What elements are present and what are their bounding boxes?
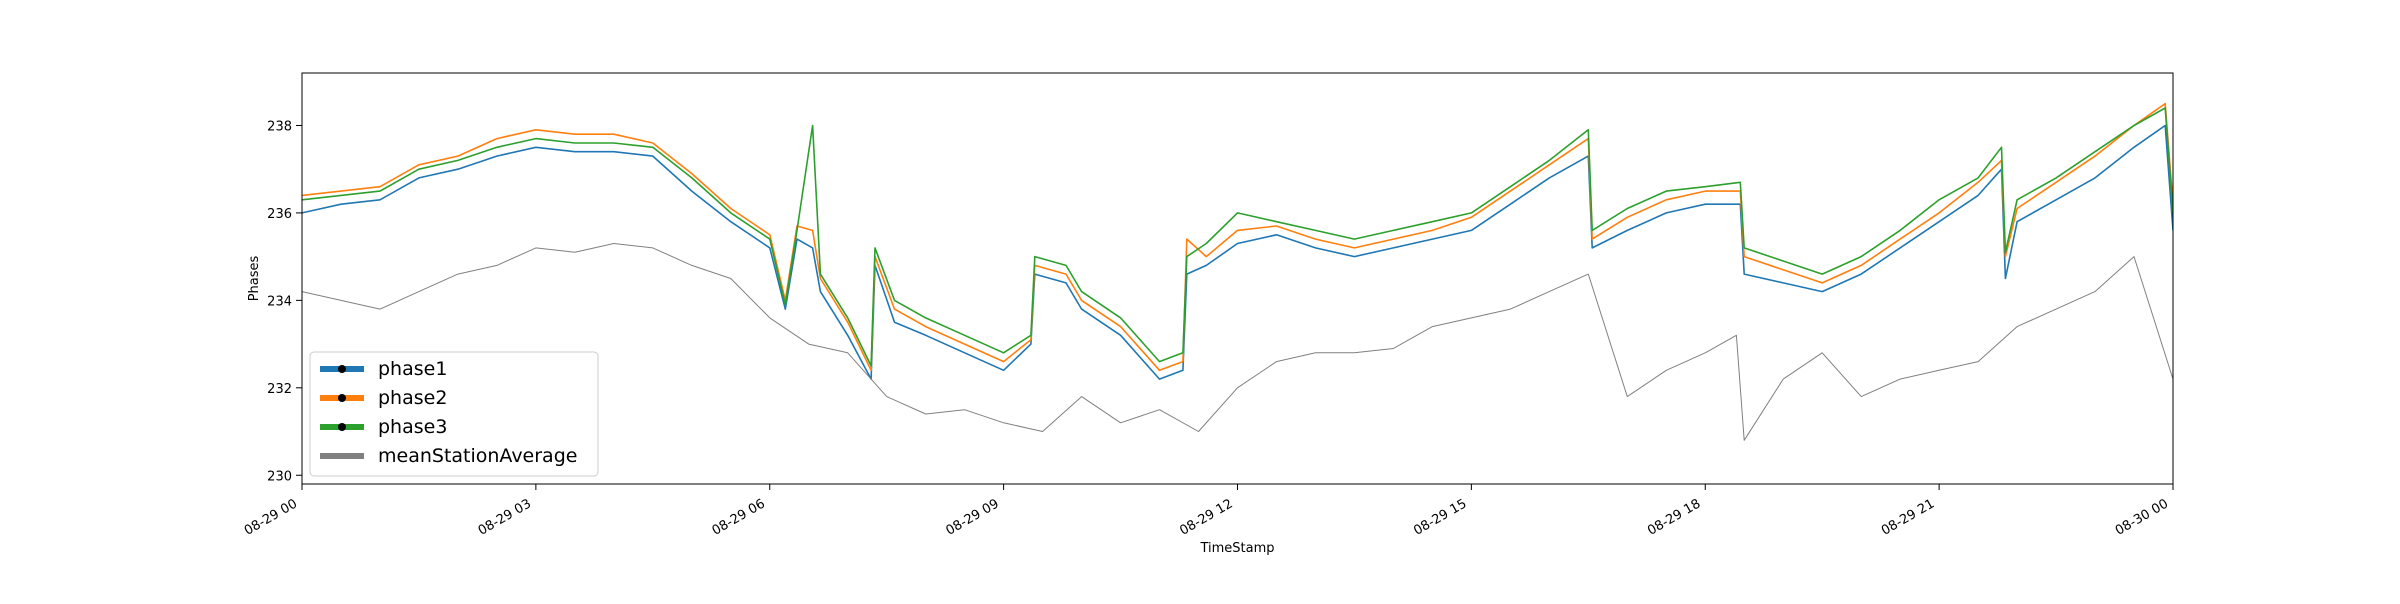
x-tick-label: 08-29 03 — [476, 496, 534, 538]
y-tick-label: 236 — [267, 207, 292, 222]
series-line-phase3 — [302, 107, 2173, 367]
x-tick-label: 08-29 12 — [1177, 496, 1235, 538]
y-tick-label: 238 — [267, 119, 292, 134]
x-tick-label: 08-29 18 — [1645, 496, 1703, 538]
series-line-phase2 — [302, 102, 2173, 372]
legend-marker — [338, 394, 346, 402]
legend-marker — [338, 423, 346, 431]
x-tick-label: 08-29 21 — [1879, 496, 1937, 538]
legend-label: meanStationAverage — [378, 445, 577, 467]
legend-marker — [338, 365, 346, 373]
x-tick-label: 08-30 00 — [2113, 496, 2171, 538]
y-axis: 230 232 234 236 238 — [267, 119, 302, 484]
legend-box — [309, 351, 599, 477]
x-axis-label: TimeStamp — [1199, 541, 1274, 556]
series-layer — [302, 102, 2173, 441]
series-line-meanStationAverage — [302, 243, 2173, 441]
x-tick-label: 08-29 00 — [242, 496, 300, 538]
y-axis-label: Phases — [247, 255, 262, 301]
x-tick-label: 08-29 09 — [944, 496, 1002, 538]
y-tick-label: 232 — [267, 382, 292, 397]
x-axis: 08-29 00 08-29 03 08-29 06 08-29 09 08-29 12… — [242, 484, 2174, 539]
x-tick-label: 08-29 15 — [1411, 496, 1469, 538]
legend: phase1 phase2 phase3 meanStationAverage — [309, 351, 599, 477]
y-tick-label: 230 — [267, 469, 292, 484]
legend-label: phase1 — [378, 358, 447, 380]
legend-label: phase3 — [378, 416, 447, 438]
legend-label: phase2 — [378, 387, 447, 409]
series-line-phase1 — [302, 124, 2173, 380]
x-tick-label: 08-29 06 — [710, 496, 768, 538]
y-tick-label: 234 — [267, 294, 292, 309]
